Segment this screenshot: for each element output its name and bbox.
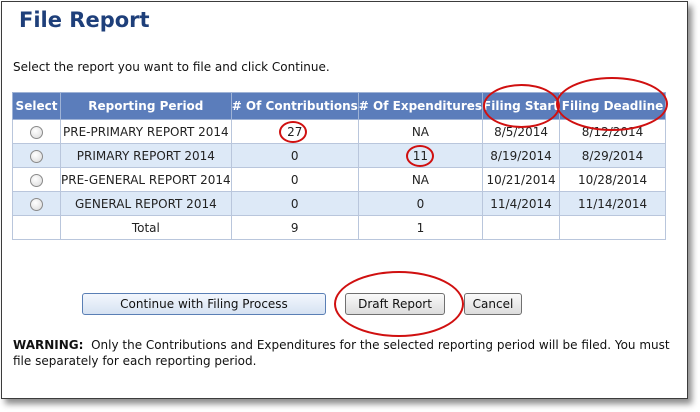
header-select: Select	[12, 92, 61, 120]
report-radio-button[interactable]	[30, 173, 43, 187]
cancel-button[interactable]: Cancel	[464, 293, 522, 315]
total-row: Total 9 1	[12, 215, 667, 240]
contributions-cell: 0	[230, 191, 359, 216]
filing-deadline-cell	[559, 215, 667, 240]
expenditures-cell: NA	[357, 119, 484, 144]
expenditures-cell: 0	[357, 191, 484, 216]
table-row[interactable]: PRE-GENERAL REPORT 2014 0 NA 10/21/2014 …	[12, 167, 667, 192]
instructions-text: Select the report you want to file and c…	[13, 60, 330, 74]
report-radio-button[interactable]	[30, 149, 43, 163]
filing-deadline-cell: 11/14/2014	[559, 191, 667, 216]
period-cell: PRIMARY REPORT 2014	[60, 143, 232, 168]
table-header-row: Select Reporting Period # Of Contributio…	[12, 77, 669, 131]
header-expenditures: # Of Expenditures	[357, 92, 484, 120]
table-row[interactable]: PRE-PRIMARY REPORT 2014 27 NA 8/5/2014 8…	[12, 119, 667, 144]
draft-report-button[interactable]: Draft Report	[345, 293, 445, 315]
contributions-cell: 27	[230, 119, 359, 144]
continue-filing-button[interactable]: Continue with Filing Process	[82, 293, 326, 315]
contributions-cell: 0	[230, 143, 359, 168]
warning-text: Only the Contributions and Expenditures …	[13, 338, 670, 368]
header-filing-deadline: Filing Deadline	[556, 77, 669, 131]
report-radio-button[interactable]	[30, 125, 43, 139]
total-contributions: 9	[230, 215, 359, 240]
filing-start-cell: 11/4/2014	[482, 191, 561, 216]
header-reporting-period: Reporting Period	[60, 92, 232, 120]
select-cell	[12, 167, 61, 192]
header-contributions: # Of Contributions	[230, 92, 359, 120]
period-cell: PRE-PRIMARY REPORT 2014	[60, 119, 232, 144]
period-cell: GENERAL REPORT 2014	[60, 191, 232, 216]
select-cell	[12, 119, 61, 144]
warning-label: WARNING:	[13, 338, 84, 352]
page-title: File Report	[19, 8, 150, 32]
contributions-cell: 0	[230, 167, 359, 192]
expenditures-cell: NA	[357, 167, 484, 192]
filing-deadline-cell: 10/28/2014	[559, 167, 667, 192]
total-label: Total	[60, 215, 232, 240]
expenditures-cell: 11	[357, 143, 484, 168]
filing-start-cell: 10/21/2014	[482, 167, 561, 192]
filing-deadline-cell: 8/12/2014	[559, 119, 667, 144]
header-filing-deadline-label: Filing Deadline	[561, 99, 664, 113]
filing-start-cell: 8/5/2014	[482, 119, 561, 144]
total-expenditures: 1	[357, 215, 484, 240]
period-cell: PRE-GENERAL REPORT 2014	[60, 167, 232, 192]
expenditures-value: 11	[412, 148, 429, 163]
annotation-circle	[334, 271, 464, 337]
select-cell	[12, 215, 61, 240]
filing-deadline-cell: 8/29/2014	[559, 143, 667, 168]
header-filing-start-label: Filing Start	[483, 99, 560, 113]
contributions-value: 27	[287, 124, 303, 139]
select-cell	[12, 191, 61, 216]
filing-start-cell	[482, 215, 561, 240]
table-row[interactable]: GENERAL REPORT 2014 0 0 11/4/2014 11/14/…	[12, 191, 667, 216]
select-cell	[12, 143, 61, 168]
report-radio-button[interactable]	[30, 197, 43, 211]
filing-start-cell: 8/19/2014	[482, 143, 561, 168]
table-row[interactable]: PRIMARY REPORT 2014 0 11 8/19/2014 8/29/…	[12, 143, 667, 168]
warning-message: WARNING: Only the Contributions and Expe…	[13, 337, 683, 369]
reports-table: Select Reporting Period # Of Contributio…	[12, 77, 669, 240]
header-filing-start: Filing Start	[482, 84, 561, 128]
file-report-window: File Report Select the report you want t…	[1, 1, 688, 399]
